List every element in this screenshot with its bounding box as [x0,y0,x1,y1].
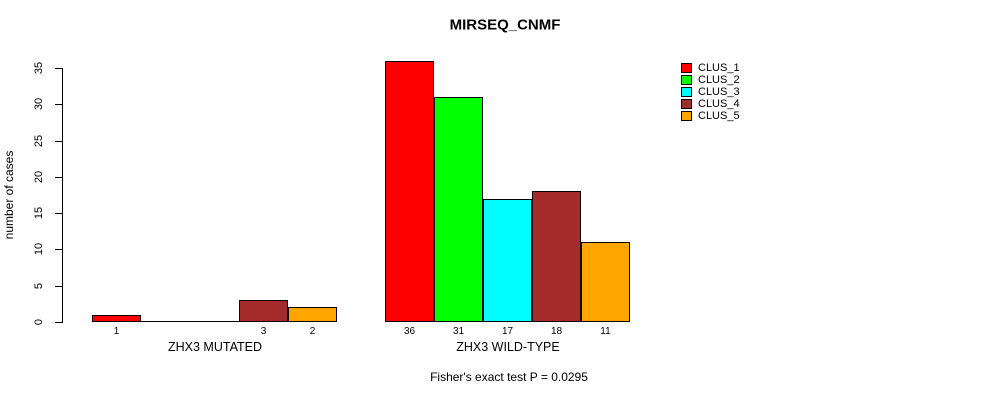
y-tick-label: 35 [33,61,45,75]
y-tick-label: 20 [33,170,45,184]
legend-swatch-clus_5 [681,111,692,121]
bar-clus_4-group0 [239,300,288,322]
x-group-label-zhx3-wild-type: ZHX3 WILD-TYPE [456,340,560,354]
bar-value-label: 11 [600,326,611,337]
legend-row: CLUS_4 [681,98,740,110]
y-axis-line [62,68,63,323]
legend-label: CLUS_3 [698,86,740,98]
y-tick-label: 30 [33,97,45,111]
bar-value-label: 1 [113,326,120,337]
legend-swatch-clus_1 [681,63,692,73]
y-axis-label: number of cases [2,150,16,240]
bar-clus_4-group1 [532,191,581,322]
y-tick-label: 0 [33,318,45,326]
bar-value-label: 2 [309,326,316,337]
bar-value-label: 31 [452,326,465,337]
legend-swatch-clus_4 [681,99,692,109]
legend-row: CLUS_2 [681,74,740,86]
bar-value-label: 36 [403,326,416,337]
y-tick-label: 5 [33,282,45,290]
x-group-label-zhx3-mutated: ZHX3 MUTATED [168,340,262,354]
bar-value-label: 17 [501,326,514,337]
y-tick [55,213,62,214]
legend-label: CLUS_1 [698,62,740,74]
bar-clus_2-group1 [434,97,483,322]
fisher-test-annotation: Fisher's exact test P = 0.0295 [430,370,588,384]
legend-label: CLUS_2 [698,74,740,86]
y-tick-label: 15 [33,206,45,220]
legend-row: CLUS_1 [681,62,740,74]
bar-value-label: 18 [550,326,563,337]
y-tick-label: 25 [33,134,45,148]
legend-swatch-clus_2 [681,75,692,85]
bar-clus_5-group0 [288,307,337,322]
legend-swatch-clus_3 [681,87,692,97]
legend-row: CLUS_5 [681,110,740,122]
y-tick-label: 10 [33,242,45,256]
bar-clus_1-group0 [92,315,141,322]
chart-title: MIRSEQ_CNMF [449,16,561,34]
legend-row: CLUS_3 [681,86,740,98]
legend-label: CLUS_5 [698,110,740,122]
bar-value-label: 3 [260,326,267,337]
bar-clus_3-group0-zero [190,321,239,322]
bar-clus_1-group1 [385,61,434,322]
legend: CLUS_1 CLUS_2 CLUS_3 CLUS_4 CLUS_5 [681,62,740,122]
legend-label: CLUS_4 [698,98,740,110]
bar-clus_5-group1 [581,242,630,322]
y-tick [55,249,62,250]
y-tick [55,286,62,287]
y-tick [55,104,62,105]
y-tick [55,68,62,69]
bar-clus_2-group0-zero [141,321,190,322]
y-tick [55,141,62,142]
y-tick [55,177,62,178]
y-tick [55,322,62,323]
bar-clus_3-group1 [483,199,532,322]
